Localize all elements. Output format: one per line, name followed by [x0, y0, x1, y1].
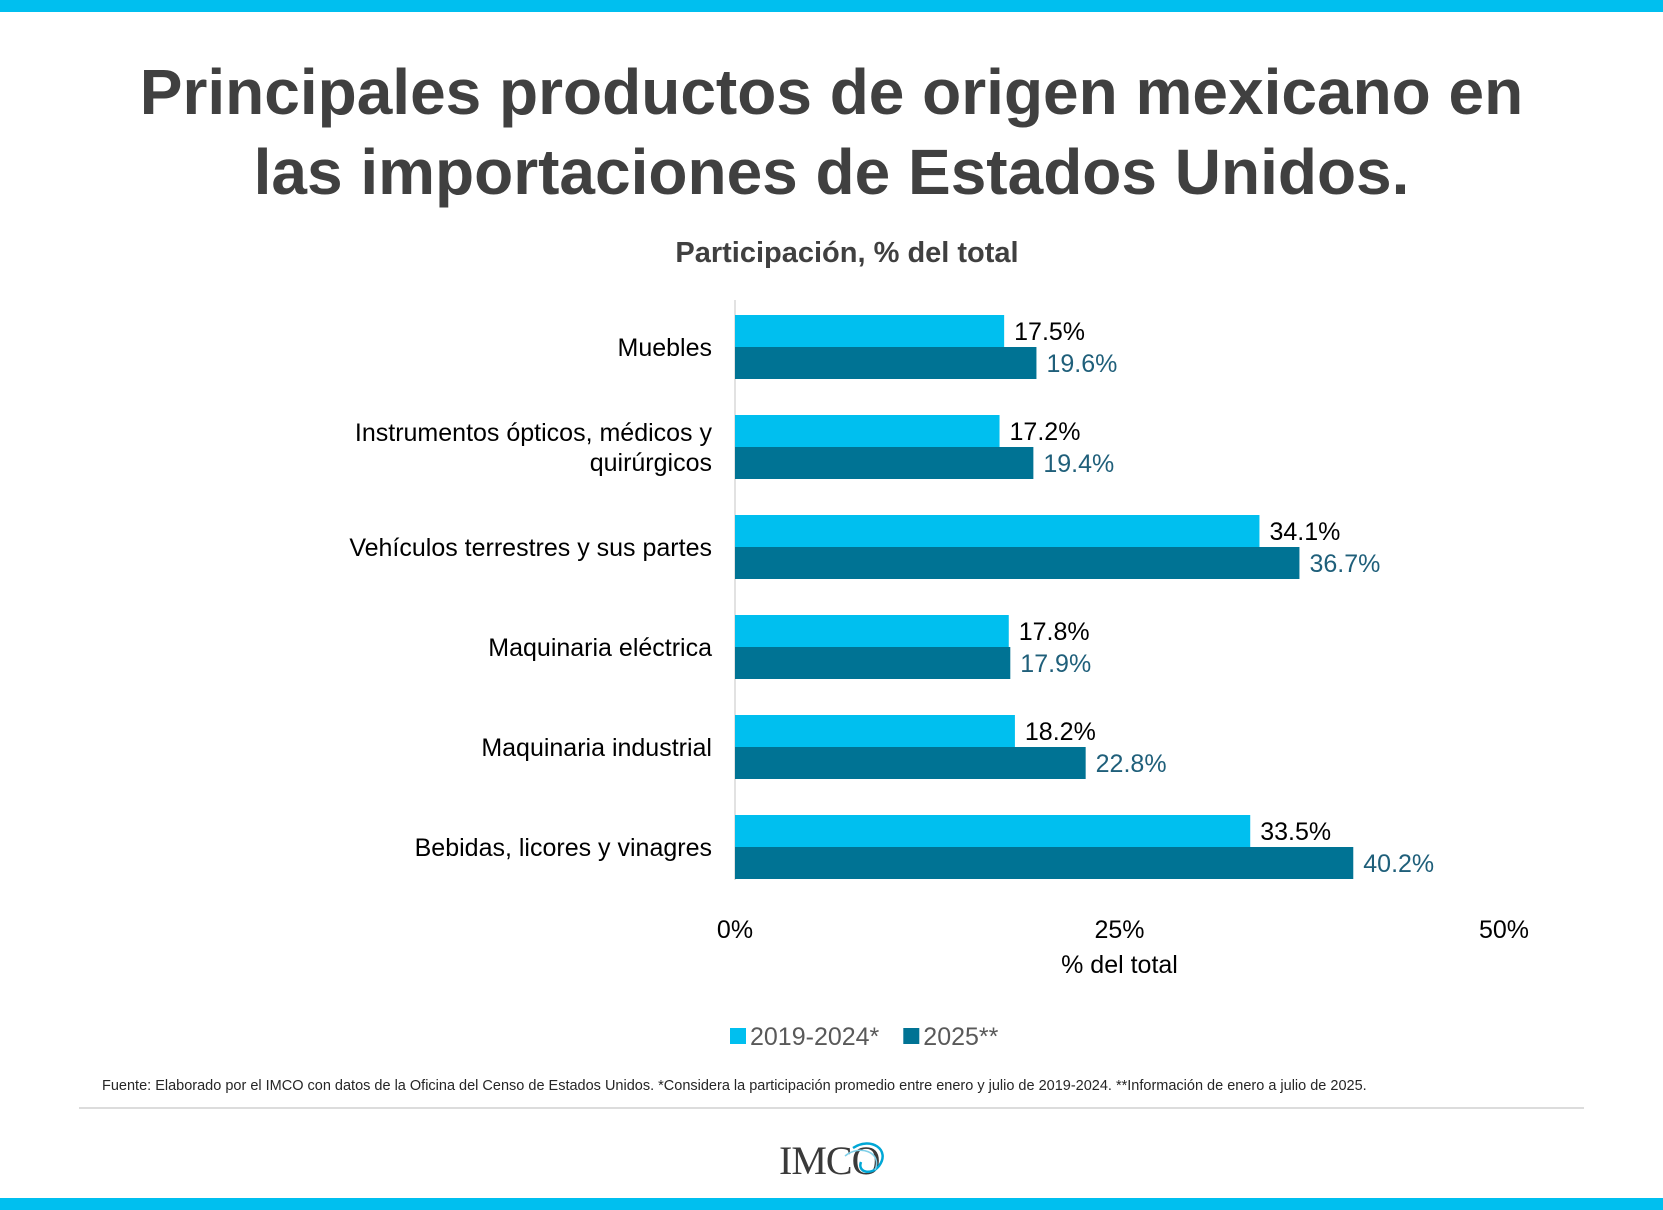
x-tick-label: 0%: [717, 916, 753, 944]
data-label: 17.2%: [1010, 418, 1081, 446]
data-label: 22.8%: [1096, 750, 1167, 778]
bar-chart: Participación, % del total Muebles 17.5% 19…: [349, 237, 1529, 1050]
data-label: 36.7%: [1309, 550, 1380, 578]
bar-series2: [735, 447, 1034, 479]
bar-series1: [735, 715, 1015, 747]
title-line-1: Principales productos de origen mexicano…: [139, 56, 1524, 128]
bar-series1: [735, 415, 1000, 447]
bar-series2: [735, 347, 1037, 379]
legend-label: 2025**: [923, 1023, 998, 1050]
bottom-accent-bar: [0, 1198, 1663, 1210]
category-label: Vehículos terrestres y sus partes: [349, 534, 712, 562]
data-label: 33.5%: [1260, 818, 1331, 846]
bar-series2: [735, 547, 1300, 579]
category-label: Muebles: [618, 334, 713, 362]
x-tick-label: 25%: [1094, 916, 1144, 944]
top-accent-bar: [0, 0, 1663, 12]
data-label: 18.2%: [1025, 718, 1096, 746]
data-label: 19.4%: [1043, 450, 1114, 478]
footer-divider: [79, 1107, 1584, 1109]
data-label: 17.5%: [1014, 318, 1085, 346]
chart-title: Participación, % del total: [675, 237, 1018, 269]
data-label: 17.8%: [1019, 618, 1090, 646]
bar-series1: [735, 515, 1260, 547]
bar-series2: [735, 647, 1011, 679]
legend-label: 2019-2024*: [750, 1023, 880, 1050]
bar-series1: [735, 815, 1251, 847]
legend-swatch: [730, 1028, 746, 1044]
category-label: Bebidas, licores y vinagres: [415, 834, 712, 862]
imco-logo: IMCO: [779, 1138, 884, 1183]
logo-text: IMCO: [779, 1138, 880, 1183]
x-tick-label: 50%: [1479, 916, 1529, 944]
bar-series2: [735, 847, 1354, 879]
title-line-2: las importaciones de Estados Unidos.: [253, 136, 1410, 208]
x-axis-title: % del total: [1061, 951, 1178, 979]
bar-series1: [735, 315, 1005, 347]
category-label: Maquinaria industrial: [481, 734, 712, 762]
source-note: Fuente: Elaborado por el IMCO con datos …: [102, 1078, 1367, 1094]
category-label: Maquinaria eléctrica: [488, 634, 712, 662]
data-label: 17.9%: [1020, 650, 1091, 678]
logo-swirl: [852, 1142, 884, 1174]
legend-swatch: [903, 1028, 920, 1044]
category-label: Instrumentos ópticos, médicos y quirúrgic…: [355, 419, 713, 477]
bar-series1: [735, 615, 1009, 647]
data-label: 19.6%: [1046, 350, 1117, 378]
bar-series2: [735, 747, 1086, 779]
data-label: 34.1%: [1269, 518, 1340, 546]
data-label: 40.2%: [1363, 850, 1434, 878]
page-title: Principales productos de origen mexicano…: [60, 52, 1603, 212]
